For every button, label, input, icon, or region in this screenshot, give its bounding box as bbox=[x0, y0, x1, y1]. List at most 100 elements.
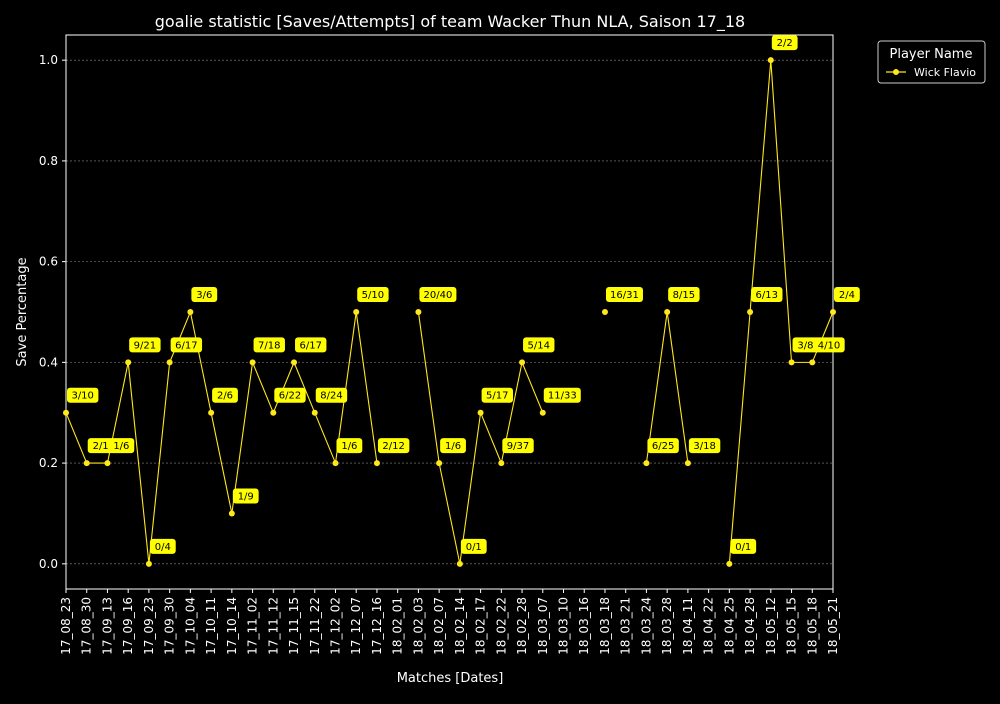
data-point bbox=[104, 460, 111, 467]
x-tick-label: 17_12_16 bbox=[370, 597, 384, 655]
data-label: 9/37 bbox=[507, 441, 529, 452]
x-tick-label: 17_08_23 bbox=[59, 597, 73, 655]
data-label: 6/13 bbox=[756, 290, 778, 301]
data-point bbox=[63, 409, 69, 416]
data-label-box bbox=[771, 35, 798, 51]
data-point bbox=[519, 359, 526, 366]
axis-layer: 0.0 0.2 0.4 0.6 0.8 1.0 17_08_23 17_08_30 17_09_… bbox=[39, 34, 840, 655]
y-tick-label: 0.8 bbox=[39, 154, 58, 168]
data-point bbox=[270, 409, 277, 416]
data-label-box bbox=[502, 438, 534, 454]
x-tick-label: 18_04_25 bbox=[722, 597, 736, 655]
series-layer bbox=[63, 57, 836, 567]
data-label: 3/8 bbox=[797, 340, 813, 351]
data-label-box bbox=[149, 538, 176, 554]
data-point bbox=[601, 309, 608, 315]
data-label-box bbox=[357, 287, 389, 302]
data-label-box bbox=[460, 538, 487, 554]
data-label-box bbox=[212, 387, 238, 403]
data-label-box bbox=[232, 488, 259, 504]
data-label-box bbox=[419, 287, 457, 302]
x-tick-label: 18_05_12 bbox=[764, 597, 778, 655]
data-label-box bbox=[730, 538, 757, 554]
data-label-box bbox=[523, 337, 555, 353]
x-tick-label: 17_10_11 bbox=[204, 597, 218, 655]
data-label-box bbox=[253, 337, 285, 353]
legend-marker bbox=[893, 69, 899, 75]
data-label-box bbox=[87, 438, 114, 454]
data-label: 2/1 bbox=[93, 441, 109, 452]
data-label-box bbox=[336, 438, 363, 454]
data-point bbox=[145, 560, 152, 567]
data-label: 2/4 bbox=[839, 290, 855, 301]
x-tick-label: 18_04_28 bbox=[743, 597, 757, 655]
data-label-box bbox=[274, 387, 306, 403]
data-label: 3/18 bbox=[693, 441, 715, 452]
x-tick-label: 17_11_22 bbox=[308, 597, 322, 655]
x-tick-label: 17_12_02 bbox=[328, 597, 342, 655]
data-label: 5/17 bbox=[486, 391, 508, 402]
x-tick-label: 17_08_30 bbox=[80, 597, 94, 655]
x-tick-label: 17_11_12 bbox=[266, 597, 280, 655]
x-tick-label: 18_03_28 bbox=[660, 597, 674, 655]
data-label: 16/31 bbox=[610, 290, 639, 301]
data-label-box bbox=[751, 287, 783, 302]
x-tick-label: 18_04_22 bbox=[702, 597, 716, 655]
data-label: 1/9 bbox=[238, 491, 254, 502]
data-point bbox=[125, 359, 132, 366]
data-label: 8/24 bbox=[320, 391, 342, 402]
data-label: 8/15 bbox=[673, 290, 695, 301]
data-label: 6/25 bbox=[652, 441, 674, 452]
data-point bbox=[415, 309, 422, 315]
x-tick-label: 18_02_07 bbox=[432, 597, 446, 655]
legend: Player Name Wick Flavio bbox=[877, 40, 986, 84]
data-label: 0/1 bbox=[735, 542, 751, 553]
data-label: 1/6 bbox=[341, 441, 357, 452]
y-axis-label: Save Percentage bbox=[15, 257, 30, 366]
x-tick-label: 18_02_22 bbox=[494, 597, 508, 655]
data-label-box bbox=[543, 387, 581, 403]
data-point bbox=[830, 309, 836, 315]
x-tick-label: 17_10_14 bbox=[225, 597, 239, 655]
data-label-box bbox=[295, 337, 327, 353]
data-point bbox=[726, 560, 733, 567]
data-label-box bbox=[481, 387, 513, 403]
data-label-layer: 3/10 2/1 1/6 9/21 0/4 6/17 3/6 2/6 1/9 7/18 6/22 6/… bbox=[67, 35, 860, 554]
data-label-box bbox=[668, 287, 700, 302]
x-axis-label: Matches [Dates] bbox=[397, 671, 504, 686]
data-point bbox=[353, 309, 360, 315]
data-label-box bbox=[688, 438, 721, 454]
data-label-box bbox=[813, 337, 845, 353]
x-tick-label: 18_05_15 bbox=[785, 597, 799, 655]
data-label-box bbox=[440, 438, 466, 454]
series-line bbox=[728, 60, 834, 564]
data-label: 6/22 bbox=[279, 391, 301, 402]
data-label-box bbox=[191, 287, 218, 302]
chart-title: goalie statistic [Saves/Attempts] of tea… bbox=[155, 12, 745, 32]
x-tick-label: 17_09_23 bbox=[142, 597, 156, 655]
y-tick-label: 0.4 bbox=[39, 355, 58, 369]
x-tick-label: 18_03_07 bbox=[536, 597, 550, 655]
x-tick-label: 18_03_21 bbox=[619, 597, 633, 655]
data-label: 2/12 bbox=[382, 441, 404, 452]
data-label-box bbox=[834, 287, 860, 302]
data-point bbox=[332, 460, 339, 467]
x-tick-label: 17_09_30 bbox=[163, 597, 177, 655]
data-label: 6/17 bbox=[175, 340, 197, 351]
data-point bbox=[539, 409, 546, 416]
data-label: 4/10 bbox=[818, 340, 840, 351]
data-label-box bbox=[377, 438, 410, 454]
data-point bbox=[747, 309, 754, 315]
data-point bbox=[208, 409, 215, 416]
x-tick-label: 18_03_24 bbox=[639, 597, 653, 655]
x-tick-label: 17_11_02 bbox=[246, 597, 260, 655]
data-point bbox=[767, 57, 774, 64]
data-point bbox=[456, 560, 463, 567]
data-point bbox=[228, 510, 235, 517]
data-point bbox=[249, 359, 256, 366]
x-tick-label: 17_09_16 bbox=[121, 597, 135, 655]
data-label-box bbox=[605, 287, 643, 302]
x-tick-label: 18_03_10 bbox=[557, 597, 571, 655]
data-point bbox=[664, 309, 671, 315]
